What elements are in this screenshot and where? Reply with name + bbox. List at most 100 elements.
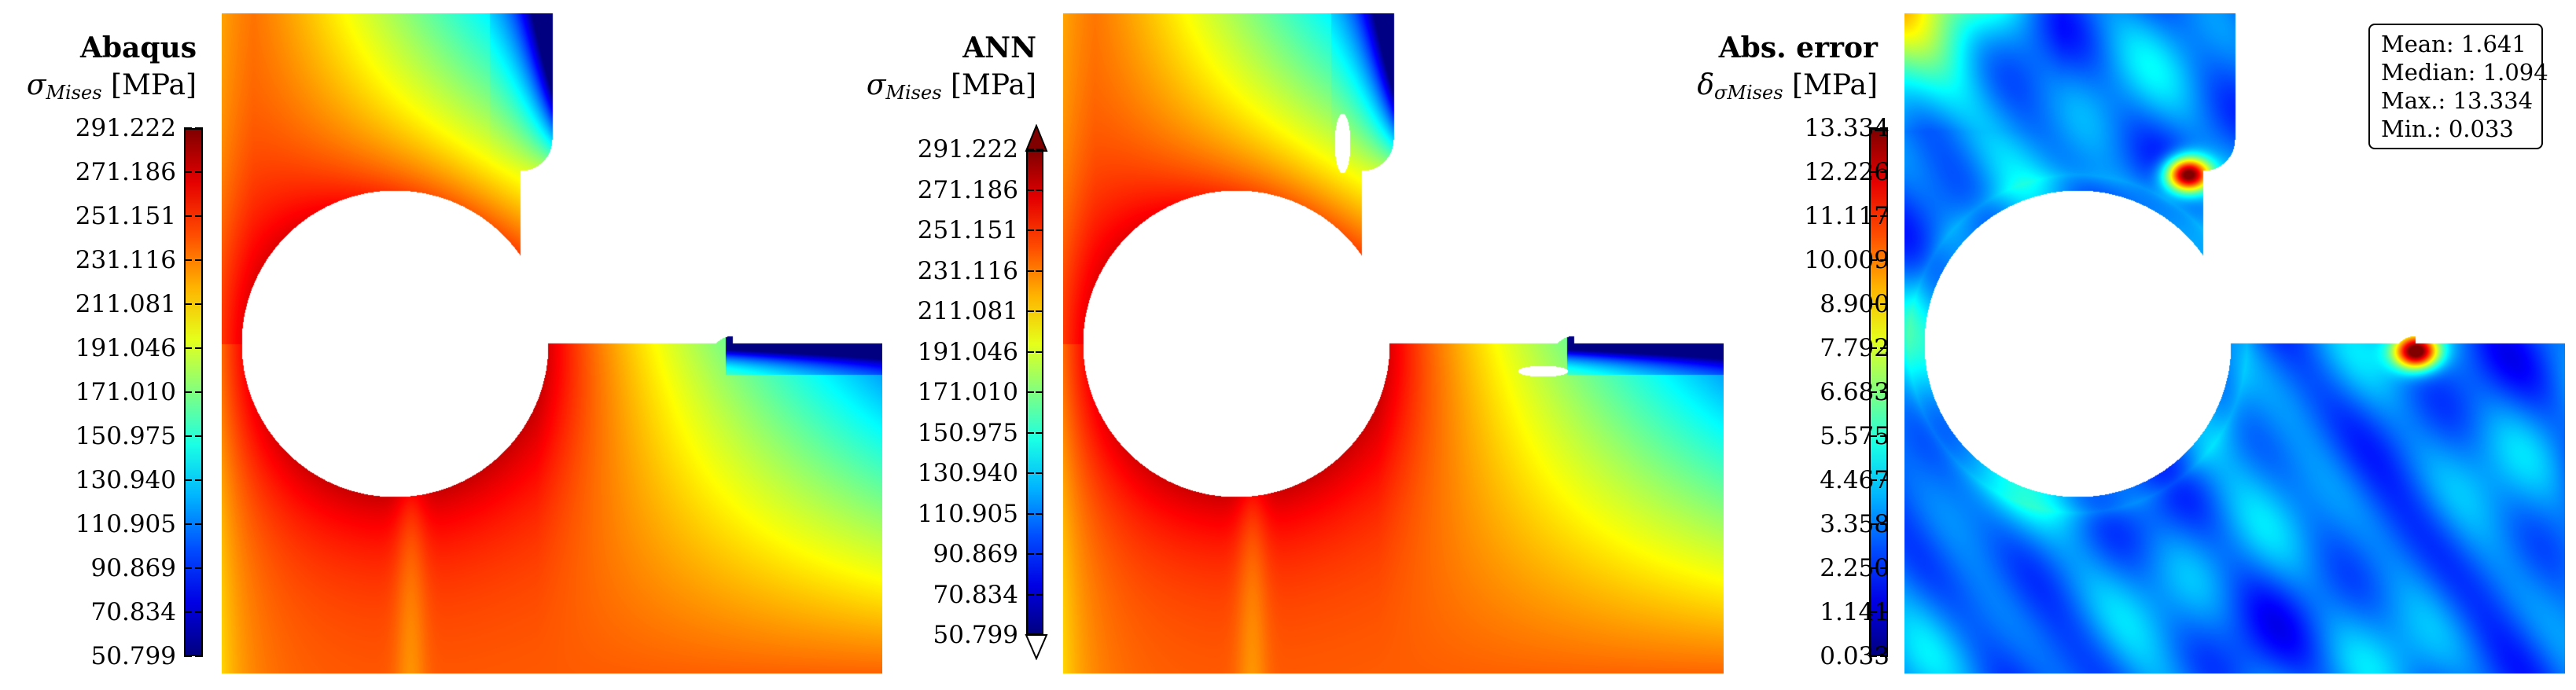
colorbar-tick-label: 0.033	[1820, 642, 1890, 670]
colorbar-tick	[1880, 479, 1888, 481]
colorbar-tick-label: 251.151	[75, 202, 176, 230]
colorbar-tick-label: 10.009	[1804, 246, 1890, 274]
colorbar-tick	[1026, 310, 1034, 312]
colorbar-tick	[1026, 634, 1034, 636]
colorbar-tick-label: 171.010	[917, 378, 1018, 406]
colorbar-tick-label: 291.222	[75, 114, 176, 142]
colorbar-tick	[195, 347, 203, 349]
colorbar-tick-label: 90.869	[933, 540, 1018, 568]
colorbar-tick	[1869, 435, 1877, 437]
colorbar-tick	[1036, 512, 1043, 515]
colorbar-tick-label: 2.250	[1820, 554, 1890, 582]
colorbar-tick	[1036, 229, 1043, 231]
colorbar-tick	[1026, 391, 1034, 393]
quantity-subscript: Mises	[46, 82, 102, 104]
stress-field-ann	[1063, 13, 1724, 673]
colorbar-tick-label: 271.186	[917, 175, 1018, 204]
colorbar-tick	[1036, 472, 1043, 474]
stats-box: Mean: 1.641 Median: 1.094 Max.: 13.334 M…	[2368, 24, 2548, 149]
colorbar-tick	[1869, 567, 1877, 569]
panel-title: ANN	[962, 31, 1036, 64]
colorbar-tick	[195, 611, 203, 613]
quantity-symbol: σ	[26, 69, 46, 101]
colorbar-tick	[1880, 567, 1888, 569]
colorbar-tick	[1869, 655, 1877, 657]
colorbar-tick	[195, 435, 203, 437]
colorbar-tick	[1869, 479, 1877, 481]
colorbar-tick	[1869, 127, 1877, 129]
colorbar-tick	[1869, 171, 1877, 173]
colorbar-tick-label: 3.358	[1820, 510, 1890, 538]
colorbar-tick	[184, 567, 192, 569]
colorbar-tick	[1880, 171, 1888, 173]
colorbar-tick	[1026, 512, 1034, 515]
colorbar-tick	[1036, 351, 1043, 353]
stat-max: Max.: 13.334	[2381, 87, 2534, 114]
colorbar-tick	[1869, 391, 1877, 393]
panel-abaqus: Abaqus σMises [MPa] 291.222 271.186 251.15…	[0, 0, 882, 690]
colorbar-tick	[1880, 215, 1888, 217]
colorbar-tick	[195, 479, 203, 481]
colorbar-tick	[1036, 149, 1043, 150]
colorbar-tick	[195, 523, 203, 525]
colorbar-tick-label: 130.940	[75, 466, 176, 494]
colorbar-tick	[1880, 655, 1888, 657]
unit-label: [MPa]	[1791, 69, 1878, 101]
colorbar-tick-label: 4.467	[1820, 466, 1890, 494]
colorbar-tick	[195, 127, 203, 129]
colorbar-tick	[184, 215, 192, 217]
colorbar-tick	[1036, 593, 1043, 596]
colorbar-tick	[184, 127, 192, 129]
colorbar-tick	[1026, 553, 1034, 555]
panel-abs-error: Abs. error δσMises [MPa] 13.334 12.226 11.…	[1683, 0, 2576, 690]
colorbar-tick-label: 150.975	[917, 418, 1018, 447]
colorbar-tick-label: 70.834	[90, 598, 176, 626]
colorbar-tick	[1036, 270, 1043, 272]
colorbar-tick	[1036, 634, 1043, 636]
colorbar-tick	[184, 655, 192, 657]
colorbar-tick	[1026, 189, 1034, 191]
colorbar-tick	[1880, 259, 1888, 261]
quantity-label: σMises [MPa]	[867, 69, 1036, 104]
colorbar-tick-label: 291.222	[917, 135, 1018, 163]
colorbar-tick-label: 251.151	[917, 216, 1018, 244]
colorbar-tick	[1036, 189, 1043, 191]
colorbar-tick	[1880, 347, 1888, 349]
colorbar-tick	[184, 391, 192, 393]
colorbar-tick	[1869, 523, 1877, 525]
colorbar-tick-label: 12.226	[1804, 158, 1890, 186]
colorbar-tick-label: 191.046	[917, 337, 1018, 366]
colorbar-tick-label: 7.792	[1820, 334, 1890, 362]
colorbar-tick	[195, 391, 203, 393]
colorbar-tick-label: 211.081	[75, 290, 176, 318]
panel-title: Abaqus	[79, 31, 197, 64]
colorbar-tick	[1026, 593, 1034, 596]
colorbar-tick	[195, 655, 203, 657]
colorbar-tick-label: 11.117	[1804, 202, 1890, 230]
colorbar-tick-label: 110.905	[75, 510, 176, 538]
colorbar-tick	[195, 259, 203, 261]
panel-ann: ANN σMises [MPa] 291.222 271.186 251.151 23…	[841, 0, 1724, 690]
colorbar-tick	[1869, 259, 1877, 261]
colorbar-tick	[195, 215, 203, 217]
colorbar-tick	[1026, 431, 1034, 434]
colorbar-tick-label: 191.046	[75, 334, 176, 362]
colorbar-tick	[184, 171, 192, 173]
quantity-label: δσMises [MPa]	[1697, 69, 1878, 104]
colorbar-tick-label: 90.869	[90, 554, 176, 582]
quantity-subscript: σMises	[1714, 82, 1783, 104]
colorbar-tick	[1036, 431, 1043, 434]
colorbar-tick-label: 6.683	[1820, 378, 1890, 406]
colorbar-tick-label: 231.116	[917, 256, 1018, 285]
colorbar-tick-label: 50.799	[90, 642, 176, 670]
colorbar-tick	[1026, 149, 1034, 150]
colorbar-tick-label: 150.975	[75, 422, 176, 450]
colorbar-tick	[1880, 435, 1888, 437]
colorbar-tick	[1880, 611, 1888, 613]
colorbar-tick	[184, 611, 192, 613]
colorbar-tick	[1036, 310, 1043, 312]
colorbar-tick	[1026, 270, 1034, 272]
colorbar-tick-label: 5.575	[1820, 422, 1890, 450]
colorbar-tick	[1026, 229, 1034, 231]
colorbar-tick-label: 271.186	[75, 158, 176, 186]
